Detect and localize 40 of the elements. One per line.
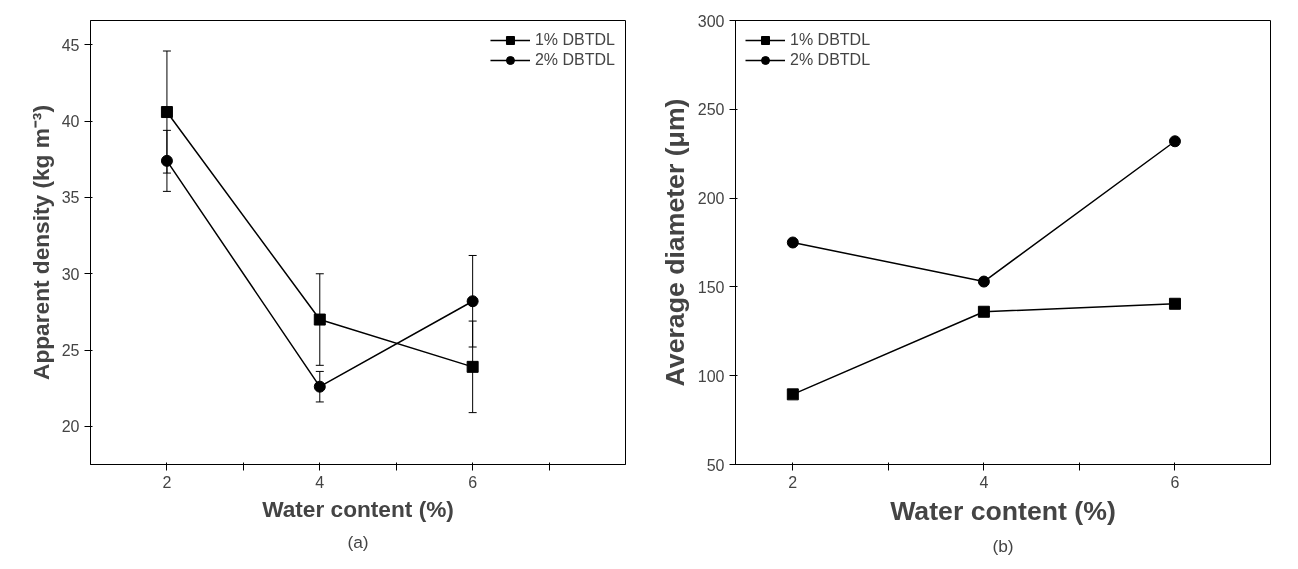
x-tick-label: 6 — [468, 473, 478, 491]
y-tick-label: 300 — [697, 12, 725, 30]
y-axis-title: Average diameter (μm) — [659, 98, 690, 387]
text: (b) — [992, 535, 1014, 556]
y-tick-label: 30 — [61, 265, 80, 283]
point — [313, 380, 326, 393]
x-tick-label: 2 — [162, 473, 172, 491]
y-tick-label: 45 — [61, 36, 80, 54]
legend-label: 1% DBTDL — [534, 31, 615, 49]
legend-label: 2% DBTDL — [534, 51, 615, 69]
y-tick-label: 20 — [61, 418, 80, 436]
legend-label: 2% DBTDL — [790, 51, 871, 69]
point — [786, 388, 799, 401]
x-tick-label: 4 — [979, 473, 989, 491]
y-tick-label: 200 — [697, 190, 725, 208]
y-tick-label: 250 — [697, 101, 725, 119]
y-tick-label: 100 — [697, 367, 725, 385]
x-axis-title: Water content (%) — [890, 495, 1116, 526]
point — [977, 275, 990, 288]
y-tick-label: 50 — [706, 456, 725, 474]
point — [160, 154, 173, 167]
point — [1168, 297, 1181, 310]
point — [466, 295, 479, 308]
y-tick-label: 150 — [697, 278, 725, 296]
point — [160, 106, 173, 119]
x-tick-label: 6 — [1170, 473, 1180, 491]
legend-label: 1% DBTDL — [790, 31, 871, 49]
text: (a) — [347, 531, 369, 552]
point — [313, 313, 326, 326]
y-axis-title: Apparent density (kg m⁻³) — [27, 105, 54, 380]
x-axis-title: Water content (%) — [262, 495, 454, 522]
point — [466, 360, 479, 373]
x-tick-label: 4 — [315, 473, 325, 491]
y-tick-label: 25 — [61, 342, 80, 360]
x-tick-label: 2 — [788, 473, 798, 491]
point — [977, 305, 990, 318]
y-tick-label: 35 — [61, 189, 80, 207]
point — [1168, 135, 1181, 148]
y-tick-label: 40 — [61, 113, 80, 131]
point — [786, 236, 799, 249]
